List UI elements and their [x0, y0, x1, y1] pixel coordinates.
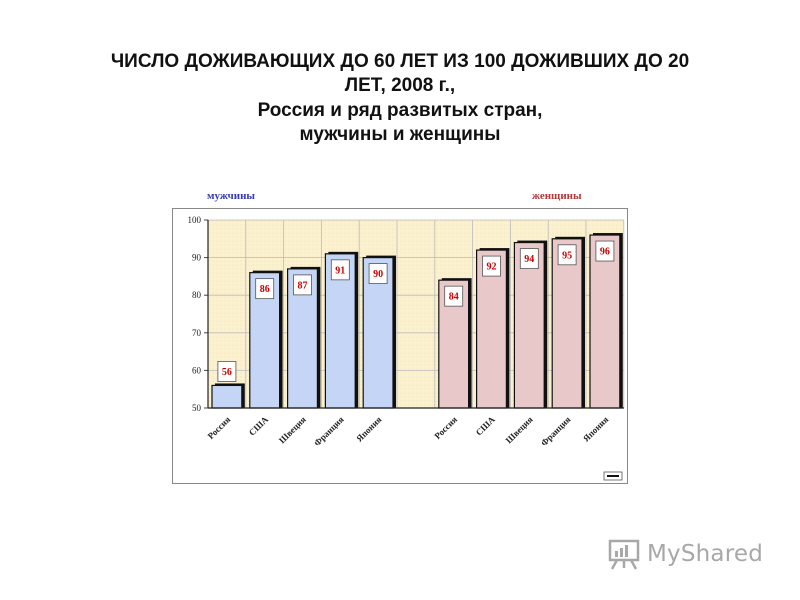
bar [513, 241, 545, 409]
watermark: MyShared [607, 537, 763, 571]
plot-area: 50 60 70 80 90 100 56 Россия 86 США 87 Швеция 91 Фран… [188, 215, 625, 481]
data-label: 91 [335, 265, 345, 276]
data-label-box [482, 255, 501, 277]
x-tick-label: Швеция [277, 414, 308, 445]
y-tick-label: 50 [192, 403, 202, 413]
y-tick-label: 70 [192, 328, 202, 338]
data-label: 90 [373, 269, 383, 280]
data-label-box [368, 263, 388, 284]
bar [211, 384, 243, 409]
data-label-box [444, 285, 464, 307]
bar [589, 234, 621, 409]
slide-title: ЧИСЛО ДОЖИВАЮЩИХ ДО 60 ЛЕТ ИЗ 100 ДОЖИВШ… [40, 50, 760, 147]
data-label-box [293, 274, 312, 296]
bar [324, 253, 356, 409]
data-label: 56 [222, 367, 232, 378]
bar-chart: 50 60 70 80 90 100 56 Россия 86 США 87 Швеция 91 Фран… [188, 215, 625, 481]
title-line-1: ЧИСЛО ДОЖИВАЮЩИХ ДО 60 ЛЕТ ИЗ 100 ДОЖИВШ… [110, 51, 690, 72]
data-label: 96 [600, 247, 610, 258]
x-tick-label: США [247, 414, 271, 438]
title-line-2: ЛЕТ, 2008 г., [344, 75, 456, 96]
data-label: 84 [449, 292, 459, 303]
x-tick-label: США [474, 414, 498, 438]
data-label-box [519, 248, 539, 269]
y-tick-label: 80 [192, 290, 202, 300]
data-label-box [255, 278, 275, 300]
data-label-box [217, 361, 237, 382]
data-label-box [557, 244, 577, 266]
data-label: 92 [487, 262, 497, 273]
x-tick-label: Россия [206, 414, 233, 441]
y-tick-label: 100 [188, 215, 202, 225]
title-line-3: Россия и ряд развитых стран, [257, 100, 543, 121]
data-label: 87 [298, 280, 308, 291]
x-tick-label: Япония [581, 414, 610, 443]
data-label-box [330, 259, 350, 281]
x-tick-label: Франция [539, 414, 573, 448]
data-label-box [595, 240, 615, 262]
data-label: 86 [260, 284, 270, 295]
y-tick-label: 90 [192, 253, 202, 263]
easel-chart-icon [608, 539, 640, 570]
x-tick-label: Франция [312, 414, 346, 448]
x-tick-label: Япония [354, 414, 383, 443]
bar [551, 238, 583, 409]
data-label: 95 [562, 250, 572, 261]
x-tick-label: Россия [432, 414, 459, 441]
title-line-4: мужчины и женщины [299, 124, 501, 145]
women-group-label: женщины [532, 190, 582, 202]
men-group-label: мужчины [207, 190, 256, 202]
watermark-text: MyShared [647, 541, 764, 567]
y-tick-label: 60 [192, 365, 202, 375]
x-tick-label: Швеция [504, 414, 535, 445]
data-label: 94 [524, 254, 534, 265]
